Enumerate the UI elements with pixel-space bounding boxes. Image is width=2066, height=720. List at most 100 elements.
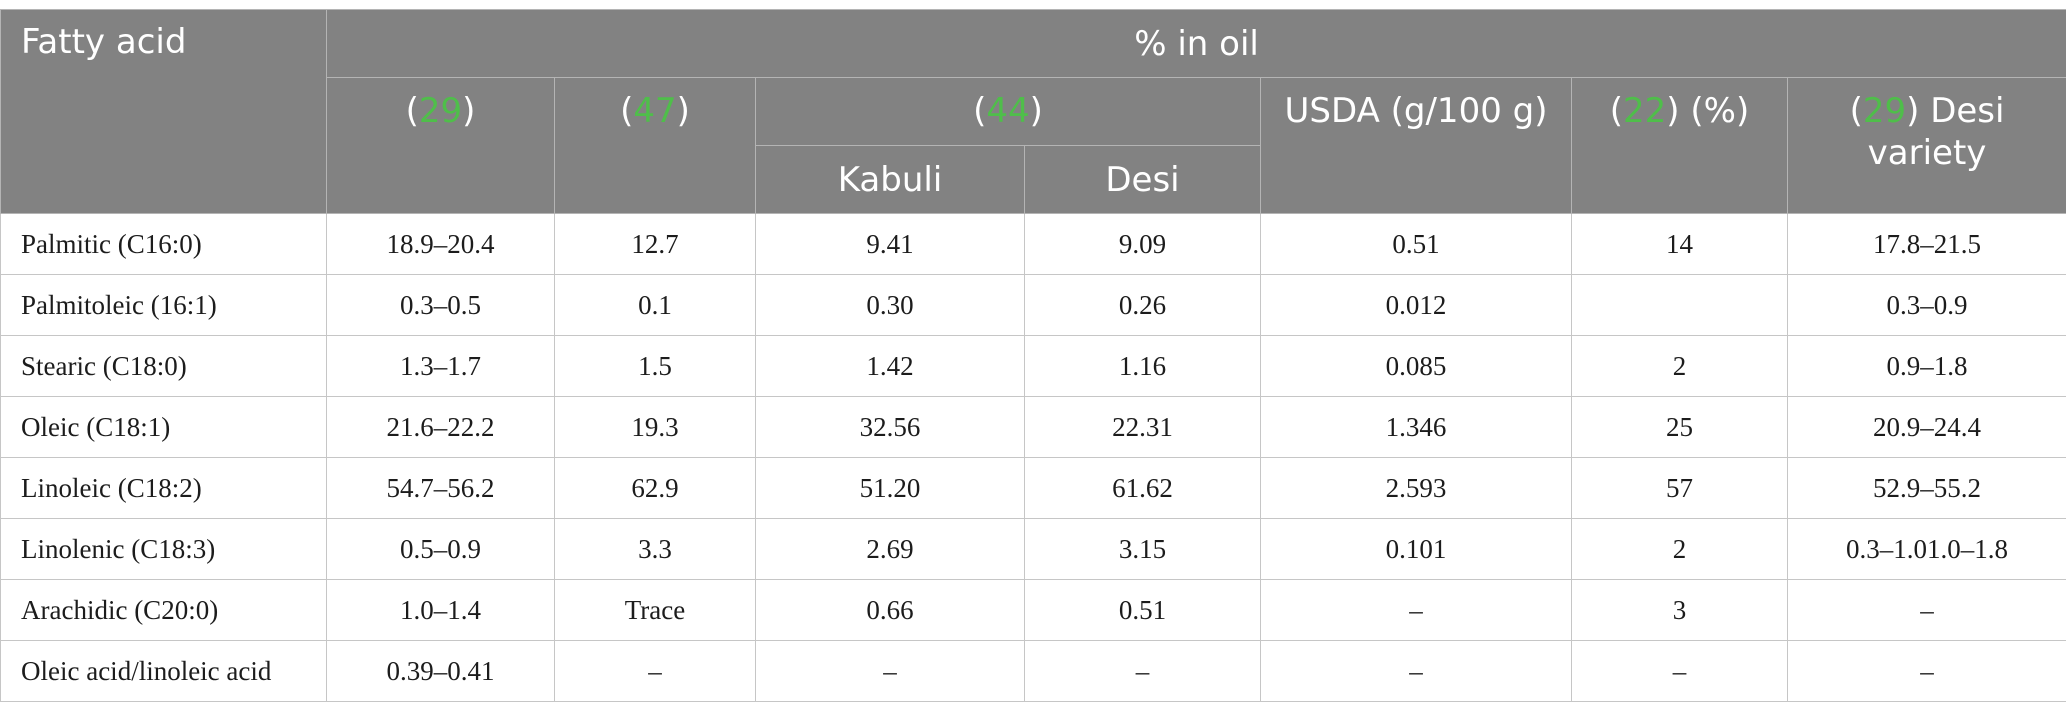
table-row: Oleic acid/linoleic acid 0.39–0.41 – – –… xyxy=(0,640,2066,702)
cell-ref-29: 0.5–0.9 xyxy=(326,518,555,580)
table-row: Stearic (C18:0) 1.3–1.7 1.5 1.42 1.16 0.… xyxy=(0,335,2066,397)
cell-acid: Palmitoleic (16:1) xyxy=(0,274,327,336)
cell-ref-29: 0.39–0.41 xyxy=(326,640,555,702)
cell-desi: 0.26 xyxy=(1024,274,1261,336)
cell-acid: Linoleic (C18:2) xyxy=(0,457,327,519)
cell-kabuli: 0.66 xyxy=(755,579,1025,641)
cell-ref-47: – xyxy=(554,640,756,702)
header-ref-44: (44) xyxy=(755,77,1261,146)
paren-close: ) xyxy=(676,91,690,131)
cell-ref-22 xyxy=(1571,274,1788,336)
header-desi-variety-suffix: ) Desi variety xyxy=(1867,91,2005,173)
cell-ref-22: 2 xyxy=(1571,335,1788,397)
cell-desi: – xyxy=(1024,640,1261,702)
cell-usda: 2.593 xyxy=(1260,457,1572,519)
paren-open: ( xyxy=(620,91,634,131)
cell-kabuli: 1.42 xyxy=(755,335,1025,397)
cell-desi-variety: 20.9–24.4 xyxy=(1786,396,2066,458)
cell-desi: 22.31 xyxy=(1024,396,1261,458)
cell-desi: 61.62 xyxy=(1024,457,1261,519)
reference-link-29[interactable]: 29 xyxy=(418,91,463,131)
cell-usda: 0.012 xyxy=(1260,274,1572,336)
cell-acid: Palmitic (C16:0) xyxy=(0,213,327,275)
header-fatty-acid: Fatty acid xyxy=(0,9,327,214)
cell-ref-22: 25 xyxy=(1571,396,1788,458)
header-kabuli-label: Kabuli xyxy=(837,159,943,200)
cell-acid: Arachidic (C20:0) xyxy=(0,579,327,641)
header-usda: USDA (g/100 g) xyxy=(1260,77,1572,214)
cell-usda: 0.51 xyxy=(1260,213,1572,275)
header-fatty-acid-label: Fatty acid xyxy=(21,22,187,62)
cell-kabuli: 51.20 xyxy=(755,457,1025,519)
paren-close: ) xyxy=(462,91,476,131)
table-row: Arachidic (C20:0) 1.0–1.4 Trace 0.66 0.5… xyxy=(0,579,2066,641)
cell-desi-variety: 0.9–1.8 xyxy=(1786,335,2066,397)
cell-usda: – xyxy=(1260,579,1572,641)
cell-desi-variety: 52.9–55.2 xyxy=(1786,457,2066,519)
cell-ref-29: 0.3–0.5 xyxy=(326,274,555,336)
cell-desi-variety: – xyxy=(1786,579,2066,641)
header-usda-label: USDA (g/100 g) xyxy=(1284,91,1548,131)
cell-ref-47: 0.1 xyxy=(554,274,756,336)
cell-desi: 3.15 xyxy=(1024,518,1261,580)
paren-open: ( xyxy=(405,91,419,131)
table-row: Palmitic (C16:0) 18.9–20.4 12.7 9.41 9.0… xyxy=(0,213,2066,275)
cell-usda: 0.101 xyxy=(1260,518,1572,580)
header-kabuli: Kabuli xyxy=(755,145,1025,214)
cell-acid: Oleic acid/linoleic acid xyxy=(0,640,327,702)
cell-desi: 1.16 xyxy=(1024,335,1261,397)
cell-ref-47: 3.3 xyxy=(554,518,756,580)
paren-close: ) xyxy=(1029,91,1043,131)
cell-desi-variety: – xyxy=(1786,640,2066,702)
paren-open: ( xyxy=(1849,91,1863,131)
cell-ref-47: 62.9 xyxy=(554,457,756,519)
cell-acid: Oleic (C18:1) xyxy=(0,396,327,458)
cell-ref-47: Trace xyxy=(554,579,756,641)
table-row: Oleic (C18:1) 21.6–22.2 19.3 32.56 22.31… xyxy=(0,396,2066,458)
cell-ref-22: 2 xyxy=(1571,518,1788,580)
cell-usda: – xyxy=(1260,640,1572,702)
cell-kabuli: 32.56 xyxy=(755,396,1025,458)
cell-ref-22: – xyxy=(1571,640,1788,702)
cell-desi-variety: 0.3–0.9 xyxy=(1786,274,2066,336)
paren-open: ( xyxy=(973,91,987,131)
cell-ref-47: 19.3 xyxy=(554,396,756,458)
cell-ref-47: 1.5 xyxy=(554,335,756,397)
header-pct-in-oil-label: % in oil xyxy=(1134,23,1259,64)
cell-ref-22: 14 xyxy=(1571,213,1788,275)
header-ref-47: (47) xyxy=(554,77,756,214)
header-ref-29: (29) xyxy=(326,77,555,214)
header-desi: Desi xyxy=(1024,145,1261,214)
cell-desi-variety: 0.3–1.01.0–1.8 xyxy=(1786,518,2066,580)
cell-ref-29: 1.3–1.7 xyxy=(326,335,555,397)
reference-link-44[interactable]: 44 xyxy=(986,91,1030,131)
reference-link-22[interactable]: 22 xyxy=(1623,91,1667,131)
cell-ref-29: 1.0–1.4 xyxy=(326,579,555,641)
cell-acid: Stearic (C18:0) xyxy=(0,335,327,397)
reference-link-29b[interactable]: 29 xyxy=(1862,91,1907,131)
cell-desi: 0.51 xyxy=(1024,579,1261,641)
cell-acid: Linolenic (C18:3) xyxy=(0,518,327,580)
cell-kabuli: 2.69 xyxy=(755,518,1025,580)
paren-open: ( xyxy=(1609,91,1624,131)
header-ref-22-suffix: ) (%) xyxy=(1666,91,1750,131)
table-row: Linolenic (C18:3) 0.5–0.9 3.3 2.69 3.15 … xyxy=(0,518,2066,580)
table-row: Palmitoleic (16:1) 0.3–0.5 0.1 0.30 0.26… xyxy=(0,274,2066,336)
header-ref-22: (22) (%) xyxy=(1571,77,1788,214)
fatty-acid-table: Fatty acid % in oil (29) (47) (44) USDA … xyxy=(0,9,2066,702)
cell-ref-22: 57 xyxy=(1571,457,1788,519)
header-pct-in-oil: % in oil xyxy=(325,9,2066,78)
reference-link-47[interactable]: 47 xyxy=(633,91,677,131)
cell-desi: 9.09 xyxy=(1024,213,1261,275)
header-desi-variety: (29) Desi variety xyxy=(1786,77,2066,214)
cell-kabuli: 0.30 xyxy=(755,274,1025,336)
table-row: Linoleic (C18:2) 54.7–56.2 62.9 51.20 61… xyxy=(0,457,2066,519)
cell-kabuli: – xyxy=(755,640,1025,702)
cell-ref-22: 3 xyxy=(1571,579,1788,641)
cell-ref-47: 12.7 xyxy=(554,213,756,275)
cell-ref-29: 21.6–22.2 xyxy=(326,396,555,458)
cell-ref-29: 18.9–20.4 xyxy=(326,213,555,275)
cell-kabuli: 9.41 xyxy=(755,213,1025,275)
cell-ref-29: 54.7–56.2 xyxy=(326,457,555,519)
header-desi-label: Desi xyxy=(1105,159,1180,200)
